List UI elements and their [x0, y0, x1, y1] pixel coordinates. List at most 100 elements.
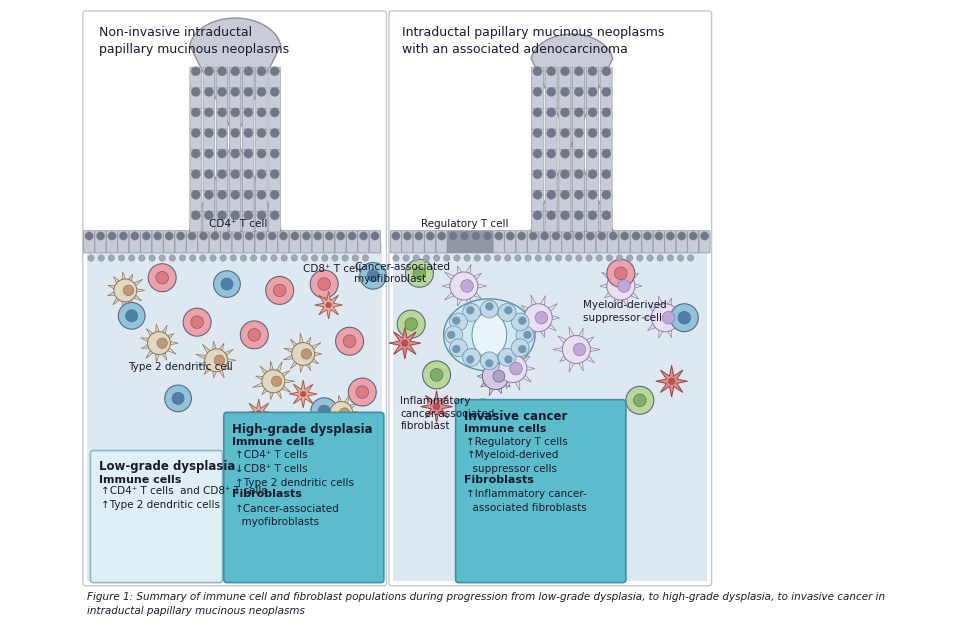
FancyBboxPatch shape	[229, 88, 241, 108]
Polygon shape	[558, 336, 566, 343]
FancyBboxPatch shape	[243, 191, 254, 211]
FancyBboxPatch shape	[586, 88, 599, 108]
FancyBboxPatch shape	[269, 211, 281, 232]
Polygon shape	[204, 367, 210, 375]
Circle shape	[516, 326, 533, 344]
Circle shape	[430, 369, 443, 381]
Text: ↑Inflammatory cancer-: ↑Inflammatory cancer-	[466, 489, 587, 500]
Circle shape	[367, 270, 379, 282]
FancyBboxPatch shape	[559, 108, 571, 129]
Circle shape	[529, 232, 537, 240]
Circle shape	[547, 170, 556, 179]
FancyBboxPatch shape	[572, 170, 585, 191]
Text: Cancer-associated
myofibroblast: Cancer-associated myofibroblast	[354, 262, 450, 285]
FancyBboxPatch shape	[572, 129, 585, 150]
Text: ↑Regulatory T cells: ↑Regulatory T cells	[466, 437, 568, 447]
FancyBboxPatch shape	[203, 191, 214, 211]
Text: ↑CD4⁺ T cells  and CD8⁺ T cells: ↑CD4⁺ T cells and CD8⁺ T cells	[101, 486, 267, 496]
Circle shape	[547, 149, 556, 158]
Polygon shape	[219, 343, 224, 351]
Polygon shape	[457, 299, 461, 306]
Circle shape	[217, 170, 226, 179]
Polygon shape	[445, 272, 454, 279]
Polygon shape	[481, 382, 487, 387]
FancyBboxPatch shape	[216, 170, 228, 191]
FancyBboxPatch shape	[164, 231, 175, 253]
Circle shape	[413, 267, 426, 279]
FancyBboxPatch shape	[585, 231, 596, 253]
Polygon shape	[506, 381, 511, 389]
Circle shape	[651, 304, 680, 332]
Circle shape	[165, 232, 174, 240]
Circle shape	[292, 343, 315, 366]
FancyBboxPatch shape	[596, 231, 607, 253]
Circle shape	[547, 190, 556, 199]
Circle shape	[273, 284, 286, 297]
Polygon shape	[322, 407, 331, 412]
FancyBboxPatch shape	[220, 231, 232, 253]
Circle shape	[545, 255, 552, 261]
Circle shape	[231, 190, 240, 199]
Circle shape	[222, 200, 235, 212]
Polygon shape	[277, 391, 282, 399]
Circle shape	[561, 108, 569, 117]
Circle shape	[188, 232, 196, 240]
Circle shape	[138, 255, 145, 261]
FancyBboxPatch shape	[255, 211, 267, 232]
Polygon shape	[219, 370, 224, 378]
Circle shape	[200, 255, 206, 261]
Circle shape	[574, 108, 583, 117]
Circle shape	[256, 410, 261, 416]
Polygon shape	[202, 345, 210, 353]
Circle shape	[291, 232, 299, 240]
Circle shape	[469, 399, 497, 427]
Circle shape	[363, 255, 369, 261]
Circle shape	[602, 170, 611, 179]
Circle shape	[655, 232, 663, 240]
Circle shape	[217, 87, 226, 96]
Polygon shape	[509, 374, 517, 378]
Circle shape	[205, 128, 214, 138]
Text: Low-grade dysplasia: Low-grade dysplasia	[98, 460, 235, 473]
FancyBboxPatch shape	[312, 231, 324, 253]
Circle shape	[588, 190, 597, 199]
Circle shape	[533, 170, 542, 179]
FancyBboxPatch shape	[572, 191, 585, 211]
Polygon shape	[225, 349, 233, 355]
Circle shape	[626, 387, 654, 414]
Circle shape	[474, 255, 481, 261]
Circle shape	[118, 255, 125, 261]
Polygon shape	[530, 34, 613, 232]
Circle shape	[434, 403, 440, 410]
FancyBboxPatch shape	[527, 231, 538, 253]
FancyBboxPatch shape	[224, 412, 384, 582]
Circle shape	[231, 67, 240, 76]
Circle shape	[535, 255, 541, 261]
FancyBboxPatch shape	[505, 231, 516, 253]
Polygon shape	[613, 299, 618, 309]
Circle shape	[463, 348, 481, 366]
Circle shape	[129, 255, 135, 261]
Polygon shape	[344, 422, 350, 431]
FancyBboxPatch shape	[243, 211, 254, 232]
Circle shape	[191, 190, 200, 199]
Polygon shape	[156, 324, 159, 332]
Circle shape	[300, 391, 306, 397]
FancyBboxPatch shape	[572, 108, 585, 129]
FancyBboxPatch shape	[459, 231, 470, 253]
Circle shape	[510, 362, 523, 375]
Circle shape	[214, 192, 243, 220]
FancyBboxPatch shape	[559, 170, 571, 191]
Bar	[393, 242, 707, 581]
Circle shape	[336, 232, 345, 240]
Circle shape	[671, 304, 698, 332]
Circle shape	[85, 232, 94, 240]
FancyBboxPatch shape	[687, 231, 699, 253]
Circle shape	[244, 87, 253, 96]
Polygon shape	[443, 284, 450, 288]
FancyBboxPatch shape	[559, 191, 571, 211]
Polygon shape	[270, 392, 273, 400]
FancyBboxPatch shape	[545, 211, 557, 232]
Polygon shape	[472, 312, 507, 357]
Circle shape	[348, 378, 376, 406]
